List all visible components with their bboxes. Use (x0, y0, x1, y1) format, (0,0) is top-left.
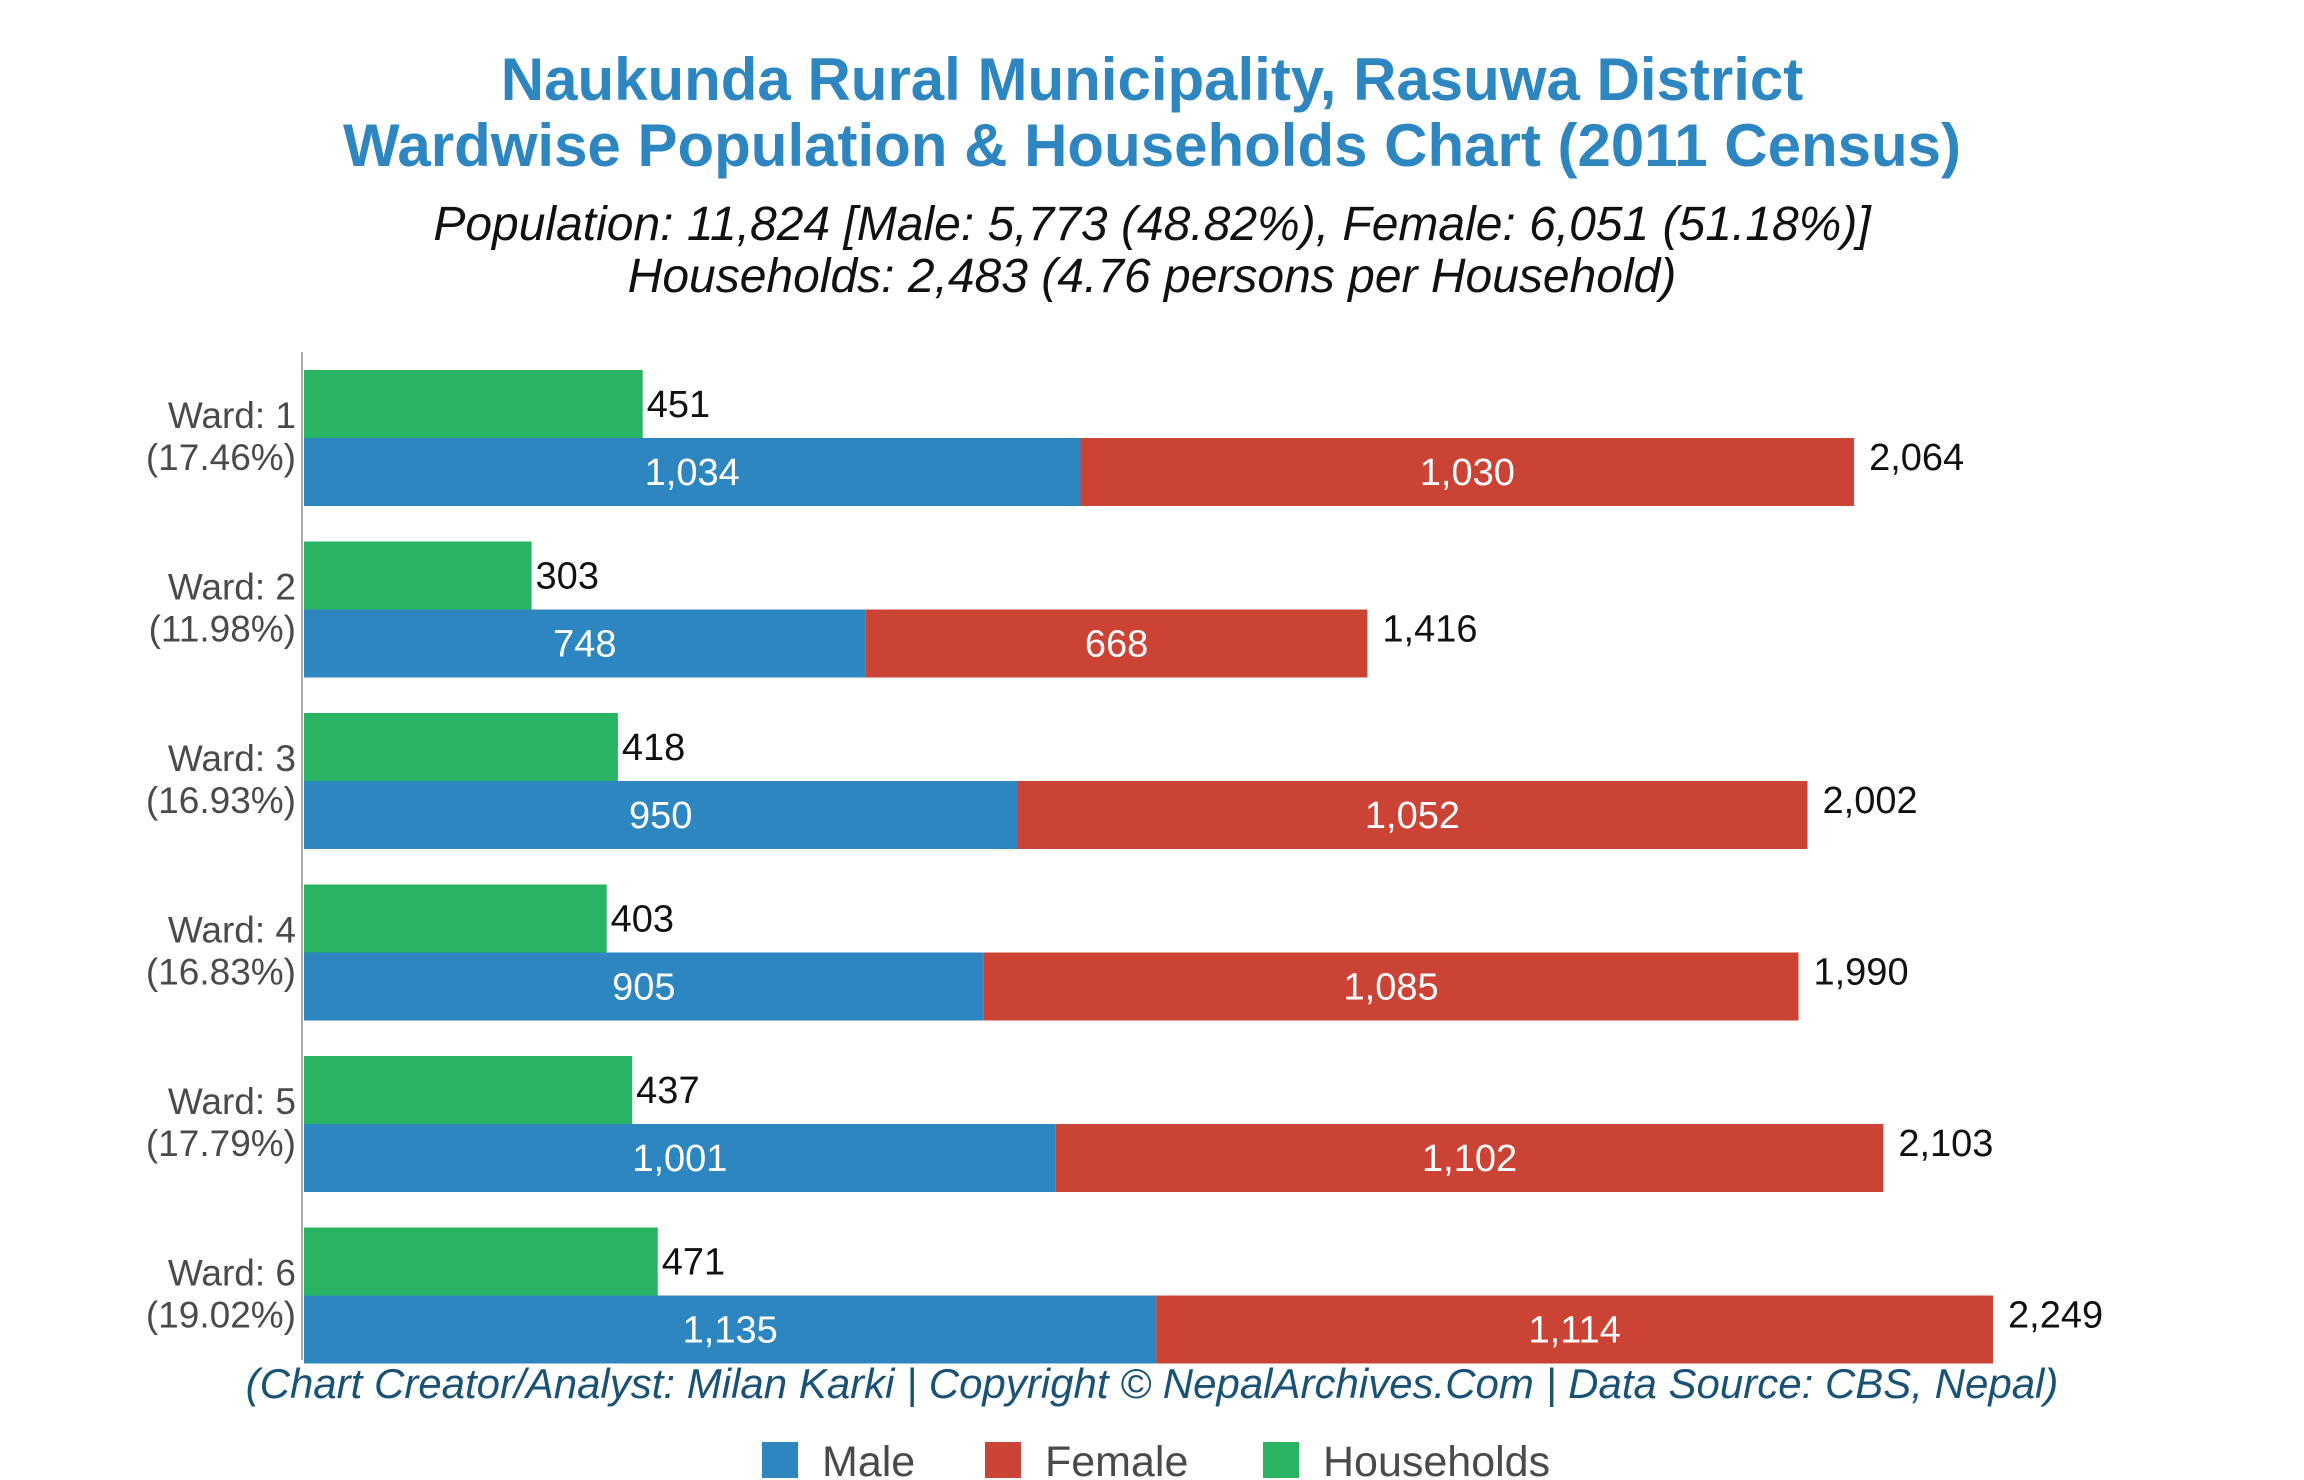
ward-label: Ward: 1 (168, 395, 296, 436)
ward-label: Ward: 2 (168, 567, 296, 608)
ward-label: Ward: 4 (168, 910, 296, 951)
bar-households (304, 1227, 658, 1296)
bar-female (1055, 1124, 1884, 1192)
female-value-label: 1,052 (1365, 795, 1460, 837)
legend-label-households: Households (1323, 1438, 1550, 1480)
total-value-label: 1,990 (1813, 952, 1908, 994)
households-value-label: 471 (662, 1242, 725, 1284)
bar-male (304, 609, 866, 678)
population-summary: Population: 11,824 [Male: 5,773 (48.82%)… (433, 198, 1872, 251)
ward-share-label: (17.46%) (146, 437, 296, 478)
male-value-label: 950 (629, 795, 692, 837)
bar-male (304, 438, 1081, 506)
bar-male (304, 1295, 1157, 1364)
ward-share-label: (16.93%) (146, 780, 296, 821)
total-value-label: 2,064 (1869, 437, 1964, 479)
ward-share-label: (17.79%) (146, 1123, 296, 1164)
bars (304, 370, 1993, 1364)
legend-swatch-male (762, 1442, 798, 1478)
female-value-label: 1,030 (1420, 452, 1515, 494)
ward-share-label: (16.83%) (146, 952, 296, 993)
legend-swatch-households (1263, 1442, 1299, 1478)
households-value-label: 437 (636, 1070, 699, 1112)
bar-households (304, 884, 607, 953)
total-value-label: 1,416 (1382, 609, 1477, 651)
male-value-label: 748 (553, 624, 616, 666)
bar-female (865, 609, 1368, 678)
total-value-label: 2,002 (1823, 780, 1918, 822)
female-value-label: 1,114 (1529, 1310, 1621, 1352)
ward-share-label: (11.98%) (149, 609, 296, 650)
total-value-label: 2,103 (1898, 1123, 1993, 1165)
legend: Male Female Households (762, 1438, 1550, 1480)
legend-label-female: Female (1045, 1438, 1188, 1480)
male-value-label: 1,135 (683, 1310, 778, 1352)
bar-female (983, 952, 1799, 1021)
households-value-label: 403 (611, 899, 674, 941)
bar-female (1017, 781, 1808, 849)
male-value-label: 1,034 (645, 452, 740, 494)
female-value-label: 1,102 (1422, 1138, 1517, 1180)
bar-labels: 451 1,034 1,030 2,064 303 748 668 1,416 418 950 1,… (536, 384, 2104, 1352)
chart-title: Naukunda Rural Municipality, Rasuwa Dist… (501, 46, 1804, 113)
bar-households (304, 541, 532, 610)
female-value-label: 1,085 (1344, 967, 1439, 1009)
ward-label: Ward: 6 (168, 1253, 296, 1294)
total-value-label: 2,249 (2008, 1295, 2103, 1337)
female-value-label: 668 (1085, 624, 1148, 666)
households-value-label: 418 (622, 727, 685, 769)
ward-label: Ward: 5 (168, 1081, 296, 1122)
legend-label-male: Male (822, 1438, 915, 1480)
bar-male (304, 781, 1018, 849)
legend-swatch-female (985, 1442, 1021, 1478)
ward-share-label: (19.02%) (146, 1295, 296, 1336)
ward-labels: Ward: 1(17.46%)Ward: 2(11.98%)Ward: 3(16… (146, 395, 296, 1336)
chart-title-line-2: Wardwise Population & Households Chart (… (343, 112, 1961, 179)
bar-female (1156, 1295, 1993, 1364)
bar-households (304, 370, 643, 438)
households-value-label: 451 (647, 384, 710, 426)
chart-credit: (Chart Creator/Analyst: Milan Karki | Co… (246, 1360, 2059, 1408)
bar-households (304, 713, 618, 781)
male-value-label: 1,001 (632, 1138, 727, 1180)
bar-households (304, 1056, 633, 1124)
households-value-label: 303 (536, 556, 599, 598)
male-value-label: 905 (612, 967, 675, 1009)
households-summary: Households: 2,483 (4.76 persons per Hous… (628, 250, 1677, 303)
bar-female (1080, 438, 1855, 506)
ward-label: Ward: 3 (168, 738, 296, 779)
bar-male (304, 1124, 1056, 1192)
bar-male (304, 952, 984, 1021)
